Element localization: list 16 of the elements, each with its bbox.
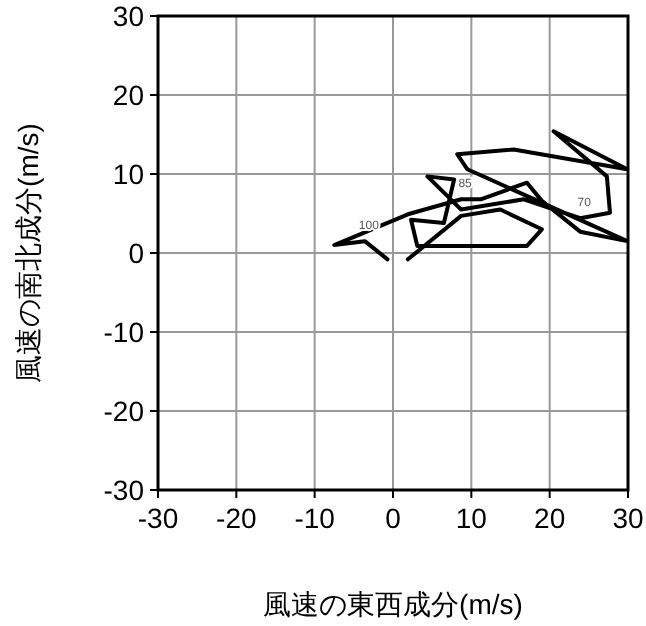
y-tick-label: 30 [112,0,145,32]
x-axis-title: 風速の東西成分(m/s) [263,588,523,620]
y-tick-label: 10 [112,158,145,190]
y-tick-label: -10 [103,316,145,348]
x-tick-label: 0 [385,502,402,534]
y-axis-title: 風速の南北成分(m/s) [12,123,44,383]
y-tick-label: 0 [128,237,145,269]
x-tick-label: -20 [216,502,257,534]
x-tick-label: 30 [612,502,644,534]
y-tick-label: -20 [103,395,145,427]
x-tick-label: -10 [294,502,336,534]
x-tick-label: -30 [137,502,179,534]
x-tick-label: 20 [534,502,566,534]
y-tick-label: -30 [103,474,145,506]
x-tick-label: 10 [455,502,488,534]
y-tick-label: 20 [112,79,145,111]
